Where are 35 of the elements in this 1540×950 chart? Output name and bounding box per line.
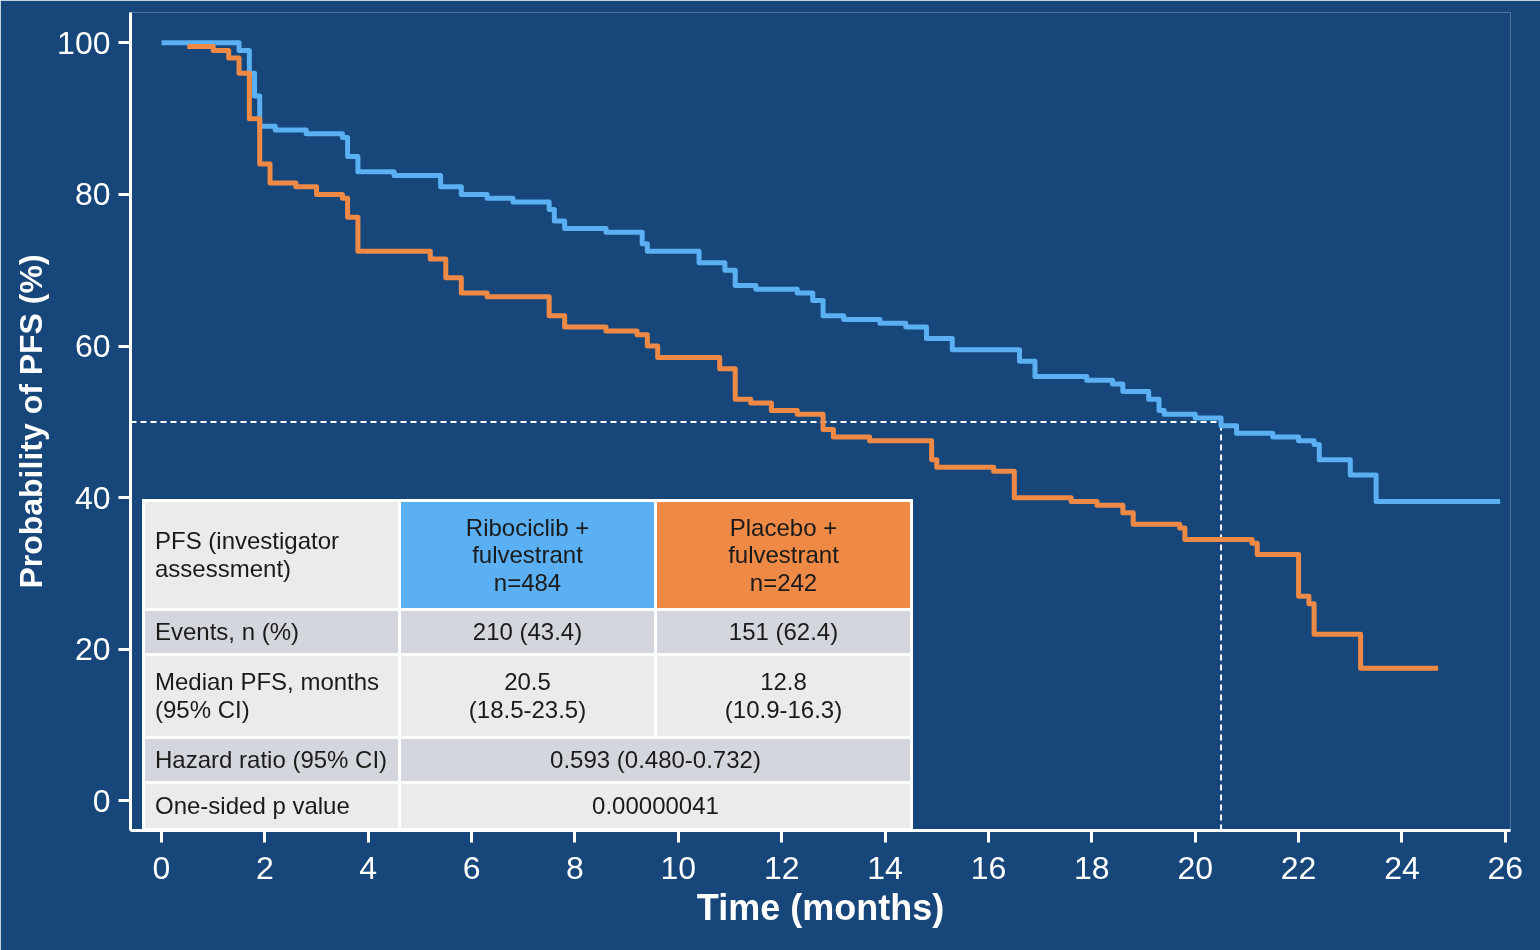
annotation: Hazard ratio (95% CI) [143, 737, 400, 783]
x-tick-label: 4 [359, 849, 378, 886]
annotation: 12.8 (10.9-16.3) [655, 654, 912, 738]
x-tick-label: 10 [660, 849, 697, 886]
annotation: Placebo + fulvestrant n=242 [655, 500, 912, 610]
y-tick-label: 100 [57, 24, 111, 61]
y-axis-title: Probability of PFS (%) [13, 254, 50, 589]
x-tick-label: 20 [1177, 849, 1214, 886]
x-tick-label: 22 [1280, 849, 1317, 886]
x-tick-label: 24 [1384, 849, 1420, 886]
annotation: One-sided p value [143, 782, 400, 830]
x-tick-label: 8 [566, 849, 584, 886]
y-tick-label: 0 [92, 782, 111, 819]
x-tick-label: 26 [1487, 849, 1524, 886]
annotation: Events, n (%) [143, 609, 400, 655]
x-tick-label: 6 [462, 849, 481, 886]
x-tick-label: 12 [763, 849, 800, 886]
x-axis-title: Time (months) [696, 886, 945, 928]
x-tick-label: 0 [152, 849, 171, 886]
annotation: 151 (62.4) [655, 609, 912, 655]
x-tick-label: 14 [867, 849, 903, 886]
annotation: Median PFS, months (95% CI) [143, 654, 400, 738]
x-tick-label: 18 [1074, 849, 1110, 886]
y-tick-label: 20 [74, 631, 111, 668]
y-tick-label: 80 [74, 176, 111, 213]
x-tick-label: 2 [255, 849, 274, 886]
annotation: 20.5 (18.5-23.5) [399, 654, 656, 738]
annotation: 0.00000041 [399, 782, 912, 830]
y-tick-label: 60 [74, 328, 111, 365]
y-tick-label: 40 [74, 479, 111, 516]
x-tick-label: 16 [970, 849, 1007, 886]
annotation: 0.593 (0.480-0.732) [399, 737, 912, 783]
annotation: 210 (43.4) [399, 609, 656, 655]
annotation: Ribociclib + fulvestrant n=484 [399, 500, 656, 610]
annotation: PFS (investigator assessment) [143, 500, 400, 610]
